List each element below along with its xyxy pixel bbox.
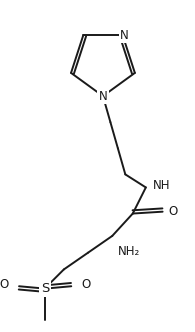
- Text: N: N: [99, 90, 107, 103]
- Text: O: O: [82, 278, 91, 291]
- Text: S: S: [41, 282, 49, 294]
- Text: NH₂: NH₂: [118, 245, 140, 258]
- Text: NH: NH: [153, 179, 171, 192]
- Text: O: O: [168, 205, 177, 218]
- Text: O: O: [0, 278, 9, 291]
- Text: N: N: [120, 29, 129, 42]
